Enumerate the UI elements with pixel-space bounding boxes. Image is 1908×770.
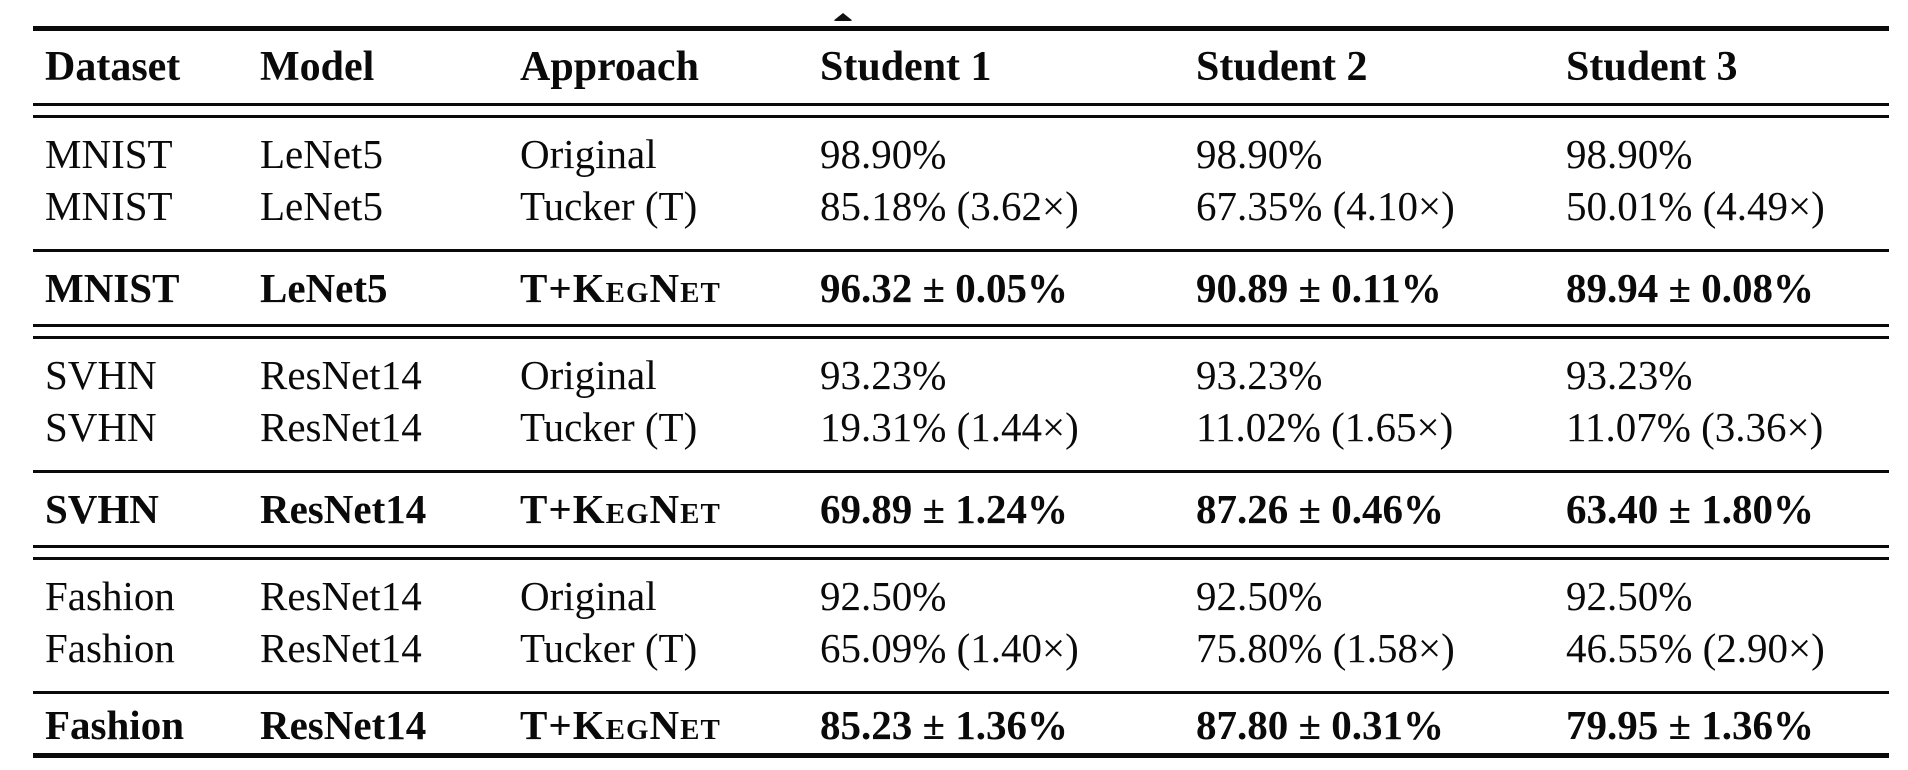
cell-student1: 98.90% [820, 131, 947, 177]
cell-student3: 92.50% [1566, 573, 1693, 619]
cell-student1: 96.32 ± 0.05% [820, 265, 1069, 311]
cell-student1: 65.09% (1.40×) [820, 625, 1079, 671]
cell-approach: Tucker (T) [520, 183, 698, 229]
cell-student2: 93.23% [1196, 352, 1323, 398]
cell-dataset: Fashion [45, 625, 175, 671]
cell-approach: T+KegNet [508, 473, 808, 547]
col-header-dataset: Dataset [45, 44, 181, 90]
col-header-model: Model [260, 44, 375, 90]
cell-model: ResNet14 [260, 486, 427, 532]
cell-model: ResNet14 [260, 352, 422, 398]
cell-student3: 93.23% [1566, 352, 1693, 398]
cell-model: LeNet5 [260, 131, 383, 177]
kegnet-label: T+KegNet [520, 486, 721, 532]
table-header: Dataset Model Approach Student 1 Student… [33, 29, 1889, 105]
cell-approach: Tucker (T) [520, 625, 698, 671]
svhn-baseline-block: SVHN ResNet14 Original 93.23% 93.23% 93.… [33, 338, 1889, 472]
cell-model: ResNet14 [260, 625, 422, 671]
cell-student1: 85.18% (3.62×) [820, 183, 1079, 229]
kegnet-label: T+KegNet [520, 265, 721, 311]
cell-student2: 67.35% (4.10×) [1196, 183, 1455, 229]
cell-approach: Original [520, 352, 657, 398]
table-row-mnist-tucker: MNIST LeNet5 Tucker (T) 85.18% (3.62×) 6… [33, 180, 1889, 251]
cell-dataset: Fashion [45, 702, 184, 748]
table-row-svhn-tucker: SVHN ResNet14 Tucker (T) 19.31% (1.44×) … [33, 401, 1889, 472]
table-row-fashion-tucker: Fashion ResNet14 Tucker (T) 65.09% (1.40… [33, 622, 1889, 693]
cropped-caption-mark-icon [833, 13, 853, 21]
cell-student3: 11.07% (3.36×) [1566, 404, 1824, 450]
fashion-kegnet-block: Fashion ResNet14 T+KegNet 85.23 ± 1.36% … [33, 694, 1889, 756]
cell-student2: 75.80% (1.58×) [1196, 625, 1455, 671]
mnist-baseline-block: MNIST LeNet5 Original 98.90% 98.90% 98.9… [33, 117, 1889, 251]
cell-student1: 69.89 ± 1.24% [820, 486, 1069, 532]
double-rule [33, 324, 1889, 339]
cell-model: LeNet5 [260, 183, 383, 229]
cell-dataset: MNIST [45, 131, 173, 177]
col-header-student1: Student 1 [820, 44, 992, 90]
cell-model: LeNet5 [260, 265, 388, 311]
col-header-student2: Student 2 [1196, 44, 1368, 90]
cell-student2: 92.50% [1196, 573, 1323, 619]
cell-student2: 11.02% (1.65×) [1196, 404, 1454, 450]
cell-dataset: MNIST [45, 183, 173, 229]
double-rule [33, 545, 1889, 560]
table-row-mnist-original: MNIST LeNet5 Original 98.90% 98.90% 98.9… [33, 117, 1889, 181]
svhn-kegnet-block: SVHN ResNet14 T+KegNet 69.89 ± 1.24% 87.… [33, 473, 1889, 547]
cell-student1: 19.31% (1.44×) [820, 404, 1079, 450]
cell-student2: 90.89 ± 0.11% [1196, 265, 1442, 311]
results-table: Dataset Model Approach Student 1 Student… [33, 26, 1889, 758]
fashion-baseline-block: Fashion ResNet14 Original 92.50% 92.50% … [33, 559, 1889, 693]
cell-dataset: SVHN [45, 352, 157, 398]
cell-approach: Tucker (T) [520, 404, 698, 450]
cell-student1: 92.50% [820, 573, 947, 619]
cell-approach: Original [520, 573, 657, 619]
cell-approach: Original [520, 131, 657, 177]
single-rule [33, 249, 1889, 253]
cell-student3: 79.95 ± 1.36% [1566, 702, 1815, 748]
table-row-mnist-kegnet: MNIST LeNet5 T+KegNet 96.32 ± 0.05% 90.8… [33, 252, 1889, 326]
table-row-svhn-kegnet: SVHN ResNet14 T+KegNet 69.89 ± 1.24% 87.… [33, 473, 1889, 547]
single-rule [33, 470, 1889, 474]
cell-student3: 89.94 ± 0.08% [1566, 265, 1815, 311]
double-rule [33, 103, 1889, 118]
cell-model: ResNet14 [260, 404, 422, 450]
cell-student3: 63.40 ± 1.80% [1566, 486, 1815, 532]
cell-student3: 98.90% [1566, 131, 1693, 177]
table-row-svhn-original: SVHN ResNet14 Original 93.23% 93.23% 93.… [33, 338, 1889, 402]
mnist-kegnet-block: MNIST LeNet5 T+KegNet 96.32 ± 0.05% 90.8… [33, 252, 1889, 326]
cell-dataset: SVHN [45, 486, 159, 532]
cell-dataset: MNIST [45, 265, 180, 311]
header-row: Dataset Model Approach Student 1 Student… [33, 29, 1889, 105]
cell-student2: 87.26 ± 0.46% [1196, 486, 1445, 532]
cell-student1: 93.23% [820, 352, 947, 398]
cell-student3: 50.01% (4.49×) [1566, 183, 1825, 229]
table-row-fashion-kegnet: Fashion ResNet14 T+KegNet 85.23 ± 1.36% … [33, 694, 1889, 756]
kegnet-label: T+KegNet [520, 702, 721, 748]
table-row-fashion-original: Fashion ResNet14 Original 92.50% 92.50% … [33, 559, 1889, 623]
cell-student2: 98.90% [1196, 131, 1323, 177]
cell-model: ResNet14 [260, 702, 427, 748]
cell-dataset: Fashion [45, 573, 175, 619]
cell-student2: 87.80 ± 0.31% [1196, 702, 1445, 748]
cell-dataset: SVHN [45, 404, 157, 450]
cell-student1: 85.23 ± 1.36% [820, 702, 1069, 748]
col-header-approach: Approach [520, 44, 699, 90]
cell-model: ResNet14 [260, 573, 422, 619]
single-rule [33, 691, 1889, 695]
col-header-student3: Student 3 [1566, 44, 1738, 90]
cell-approach: T+KegNet [508, 694, 808, 756]
cell-approach: T+KegNet [508, 252, 808, 326]
cell-student3: 46.55% (2.90×) [1566, 625, 1825, 671]
